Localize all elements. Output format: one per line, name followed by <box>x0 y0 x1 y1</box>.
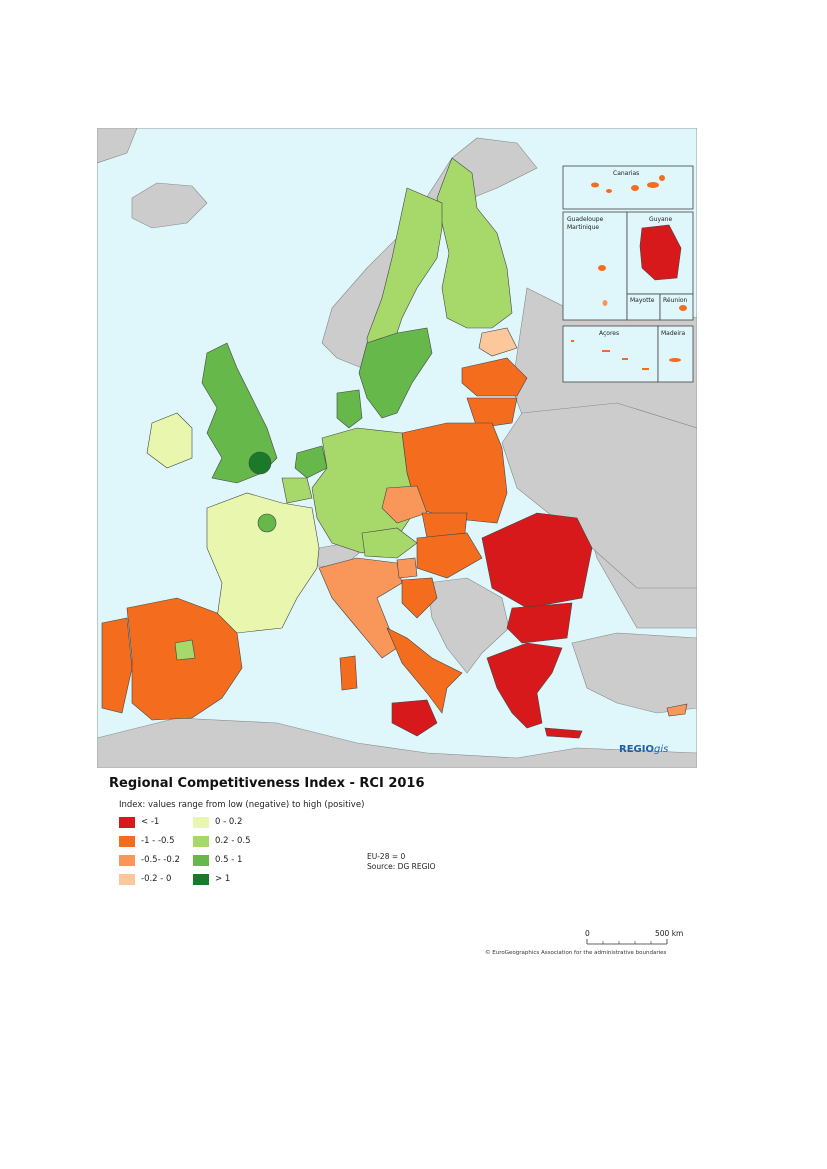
inset-guyane-label: Guyane <box>649 216 672 223</box>
legend-swatch <box>193 873 209 885</box>
inset-madeira-label: Madeira <box>661 330 685 337</box>
legend-swatch <box>119 835 135 847</box>
region-hungary <box>416 532 483 579</box>
scale-zero-label: 0 <box>585 929 590 938</box>
region-sicily <box>391 699 438 737</box>
inset-canarias: Canarias <box>562 165 694 210</box>
region-bulgaria <box>506 602 573 644</box>
region-crete <box>544 727 583 739</box>
region-paris <box>257 513 277 533</box>
inset-guadeloupe-martinique: Guadeloupe Martinique <box>562 211 628 321</box>
region-sardinia <box>339 655 358 691</box>
region-belgium <box>281 477 313 504</box>
region-denmark <box>336 389 363 429</box>
legend-label: -1 - -0.5 <box>141 836 175 846</box>
legend-swatch <box>119 873 135 885</box>
legend-swatch <box>119 854 135 866</box>
region-greenland <box>97 128 138 164</box>
region-latvia <box>461 357 528 397</box>
region-italy-north <box>318 557 403 659</box>
legend-label: -0.2 - 0 <box>141 874 172 884</box>
source-note: Source: DG REGIO <box>367 862 436 871</box>
region-slovenia <box>396 557 418 579</box>
region-lithuania <box>466 397 518 429</box>
legend-item: 0.5 - 1 <box>193 854 242 866</box>
legend-item: 0.2 - 0.5 <box>193 835 251 847</box>
region-africa <box>97 717 697 768</box>
scale-max-label: 500 km <box>655 929 684 938</box>
region-italy-south <box>386 627 463 714</box>
map-figure: Canarias Guadeloupe Martinique Guyane Ma… <box>97 128 697 964</box>
legend-label: 0.2 - 0.5 <box>215 836 251 846</box>
inset-guyane: Guyane <box>626 211 694 295</box>
inset-acores-label: Açores <box>599 330 619 337</box>
inset-guadeloupe-label: Guadeloupe <box>567 216 604 223</box>
region-london <box>248 451 272 475</box>
copyright-note: © EuroGeographics Association for the ad… <box>485 950 667 956</box>
legend-item: -0.5- -0.2 <box>119 854 180 866</box>
legend-label: 0 - 0.2 <box>215 817 243 827</box>
region-madrid <box>174 639 196 661</box>
legend-swatch <box>193 835 209 847</box>
inset-reunion: Réunion <box>659 293 694 321</box>
legend-item: -0.2 - 0 <box>119 873 171 885</box>
scale-bar <box>586 939 668 945</box>
region-greece <box>486 642 563 729</box>
region-uk <box>201 342 278 484</box>
map-canvas: Canarias Guadeloupe Martinique Guyane Ma… <box>97 128 697 768</box>
legend-label: > 1 <box>215 874 231 884</box>
region-portugal <box>101 617 133 714</box>
region-finland <box>436 157 513 329</box>
region-czechia <box>381 485 428 524</box>
legend-swatch <box>193 854 209 866</box>
region-stockholm <box>358 327 433 419</box>
region-iceland <box>131 182 208 229</box>
legend-item: > 1 <box>193 873 230 885</box>
region-netherlands <box>294 445 328 479</box>
region-balkans <box>426 577 510 674</box>
inset-martinique-label: Martinique <box>567 224 599 231</box>
inset-reunion-label: Réunion <box>663 297 688 304</box>
legend-swatch <box>193 816 209 828</box>
inset-madeira: Madeira <box>657 325 694 383</box>
legend-item: -1 - -0.5 <box>119 835 175 847</box>
inset-acores: Açores <box>562 325 659 383</box>
region-france <box>206 492 320 634</box>
region-romania <box>481 512 593 609</box>
legend-swatch <box>119 816 135 828</box>
region-ireland <box>146 412 193 469</box>
legend-label: < -1 <box>141 817 160 827</box>
legend-label: 0.5 - 1 <box>215 855 243 865</box>
legend-subtitle: Index: values range from low (negative) … <box>119 800 365 810</box>
legend-item: < -1 <box>119 816 159 828</box>
inset-canarias-label: Canarias <box>613 170 639 177</box>
legend-item: 0 - 0.2 <box>193 816 242 828</box>
region-estonia <box>478 327 518 357</box>
region-croatia <box>401 577 438 619</box>
region-belarus-ukraine <box>501 402 697 589</box>
region-austria <box>361 527 418 559</box>
inset-mayotte: Mayotte <box>626 293 661 321</box>
eu-reference-note: EU-28 = 0 <box>367 852 406 861</box>
map-title: Regional Competitiveness Index - RCI 201… <box>109 776 425 791</box>
region-cyprus <box>666 703 688 717</box>
regiogis-logo: REGIOgis <box>619 744 669 755</box>
inset-mayotte-label: Mayotte <box>630 297 655 304</box>
legend-label: -0.5- -0.2 <box>141 855 180 865</box>
